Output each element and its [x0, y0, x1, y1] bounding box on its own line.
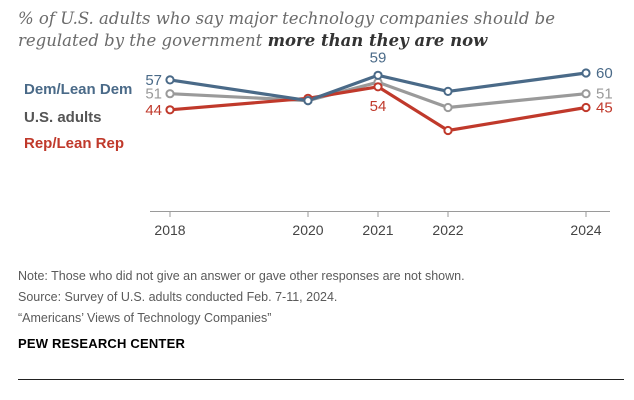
series-name: Dem/Lean Dem	[24, 81, 132, 98]
x-tick-label: 2018	[154, 222, 185, 238]
series-point	[165, 105, 175, 115]
chart-notes: Note: Those who did not give an answer o…	[18, 266, 618, 329]
series-point	[581, 102, 591, 113]
series-point	[373, 82, 383, 92]
bottom-rule	[18, 379, 624, 380]
series-names: Dem/Lean Dem U.S. adults Rep/Lean Rep	[24, 81, 132, 152]
org-name: PEW RESEARCH CENTER	[18, 336, 186, 351]
series-point	[165, 89, 175, 99]
series-name: Rep/Lean Rep	[24, 135, 124, 152]
series-point	[581, 89, 591, 99]
series-point	[443, 102, 453, 113]
chart-title-emphasis: more than they are now	[267, 31, 488, 50]
series-point	[581, 68, 591, 78]
series-point	[443, 86, 453, 97]
x-tick-label: 2021	[362, 222, 393, 238]
data-label: 51	[596, 86, 613, 103]
series-point	[303, 96, 313, 106]
note-text: Note: Those who did not give an answer o…	[18, 269, 465, 283]
data-label: 44	[145, 102, 162, 119]
series-points	[165, 68, 591, 136]
series-point	[443, 125, 453, 136]
series-point	[373, 70, 383, 80]
data-label: 57	[145, 72, 162, 89]
series-point	[165, 75, 175, 85]
x-tick-label: 2022	[432, 222, 463, 238]
data-label: 59	[370, 49, 387, 66]
x-axis: 2018 2020 2021 2022 2024	[150, 211, 610, 238]
chart-title-text: % of U.S. adults who say major technolog…	[18, 9, 555, 50]
data-label: 51	[145, 86, 162, 103]
source-text: Source: Survey of U.S. adults conducted …	[18, 290, 338, 304]
report-title: “Americans’ Views of Technology Companie…	[18, 311, 272, 325]
x-tick-label: 2020	[292, 222, 323, 238]
x-tick-label: 2024	[570, 222, 601, 238]
data-label: 45	[596, 100, 613, 117]
series-name: U.S. adults	[24, 109, 102, 126]
chart-title: % of U.S. adults who say major technolog…	[18, 8, 618, 52]
data-label: 60	[596, 65, 613, 82]
data-label: 54	[370, 98, 387, 115]
